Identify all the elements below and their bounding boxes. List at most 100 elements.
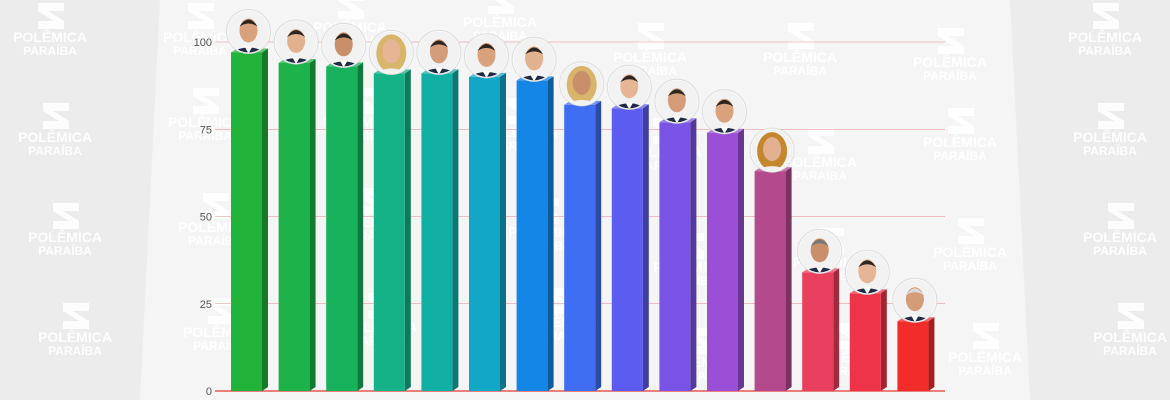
avatar-photo: [560, 62, 603, 105]
watermark-line1: POLÊMICA: [38, 328, 112, 345]
watermark-line1: POLÊMICA: [28, 228, 102, 245]
watermark-logo-icon: [948, 108, 974, 134]
bar: [326, 62, 364, 392]
bar-side: [262, 48, 268, 391]
avatar-photo: [893, 279, 936, 322]
bar-front: [326, 66, 358, 392]
avatar: [654, 78, 700, 124]
avatar-hair: [477, 43, 496, 51]
y-tick-label: 50: [200, 212, 212, 224]
avatar-collar: [244, 46, 253, 53]
watermark-line1: POLÊMICA: [163, 28, 237, 45]
bar: [611, 104, 649, 391]
bar: [516, 76, 554, 391]
bar-side: [357, 62, 364, 392]
bar-front: [659, 122, 691, 392]
watermark-line1: POLÊMICA: [1073, 128, 1147, 145]
watermark-line1: POLÊMICA: [933, 243, 1007, 260]
bar: [421, 69, 459, 391]
bar-side: [452, 69, 459, 391]
bar-side: [595, 100, 602, 391]
avatar-face: [667, 88, 686, 113]
avatar-collar: [672, 116, 681, 123]
watermark-line2: PARAÍBA: [933, 148, 987, 163]
watermark-logo-icon: [1093, 3, 1119, 29]
bar-side: [500, 72, 506, 392]
avatar-face: [620, 74, 639, 99]
watermark-logo-icon: [53, 203, 79, 229]
avatar: [416, 29, 462, 75]
avatar-face: [429, 39, 448, 64]
watermark-logo-icon: [43, 103, 69, 129]
avatar: [559, 61, 605, 107]
bar-front: [421, 73, 453, 391]
watermark-line2: PARAÍBA: [773, 63, 827, 78]
bar-side: [833, 268, 840, 391]
watermark-line2: PARAÍBA: [188, 233, 242, 248]
bar-side: [547, 76, 554, 391]
watermark-line2: PARAÍBA: [28, 143, 82, 158]
watermark-logo-icon: [938, 28, 964, 54]
watermark-line2: PARAÍBA: [1093, 243, 1147, 258]
watermark-line1: POLÊMICA: [923, 133, 997, 150]
avatar: [464, 33, 509, 79]
watermark-line1: POLÊMICA: [1093, 328, 1167, 345]
watermark-logo-icon: [1108, 203, 1134, 229]
bar-side: [404, 69, 411, 391]
watermark-line2: PARAÍBA: [173, 43, 227, 58]
watermark-line2: PARAÍBA: [23, 43, 77, 58]
bar-front: [278, 62, 310, 391]
avatar-collar: [482, 70, 491, 77]
y-tick-label: 100: [194, 37, 212, 49]
avatar-face: [810, 238, 829, 263]
watermark-line2: PARAÍBA: [178, 128, 232, 143]
watermark-line2: PARAÍBA: [38, 243, 92, 258]
avatar-face: [525, 46, 544, 71]
watermark-line2: PARAÍBA: [48, 343, 102, 358]
watermark-line1: POLÊMICA: [18, 128, 92, 145]
avatar-collar: [530, 74, 539, 81]
avatar-hair: [858, 260, 877, 268]
bar-front: [707, 132, 738, 392]
watermark-line2: PARAÍBA: [793, 168, 847, 183]
watermark-line2: PARAÍBA: [1083, 143, 1137, 158]
avatar-hair: [905, 288, 924, 296]
watermark-logo-icon: [63, 303, 89, 329]
watermark-line2: PARAÍBA: [923, 68, 977, 83]
watermark-line2: PARAÍBA: [958, 363, 1012, 378]
bar-front: [564, 104, 596, 391]
bar-front: [516, 80, 548, 391]
bar: [469, 72, 506, 392]
watermark-line1: POLÊMICA: [613, 48, 687, 65]
bar: [564, 100, 602, 391]
bar-front: [231, 52, 262, 391]
avatar-face: [477, 42, 496, 67]
watermark-logo-icon: [188, 3, 214, 29]
avatar: [797, 228, 843, 274]
watermark-line2: PARAÍBA: [1078, 43, 1132, 58]
watermark-line1: POLÊMICA: [763, 48, 837, 65]
avatar: [226, 8, 271, 54]
watermark-line1: POLÊMICA: [913, 53, 987, 70]
avatar-hair: [620, 75, 639, 83]
watermark-line1: POLÊMICA: [783, 153, 857, 170]
watermark-line1: POLÊMICA: [948, 348, 1022, 365]
avatar-collar: [863, 287, 872, 294]
avatar: [702, 89, 747, 135]
y-tick-label: 25: [200, 299, 212, 311]
bar-side: [785, 167, 792, 391]
watermark-line2: PARAÍBA: [1103, 343, 1157, 358]
avatar-face: [905, 287, 924, 312]
bar-front: [897, 321, 929, 391]
avatar: [368, 29, 414, 75]
bar: [231, 48, 268, 391]
